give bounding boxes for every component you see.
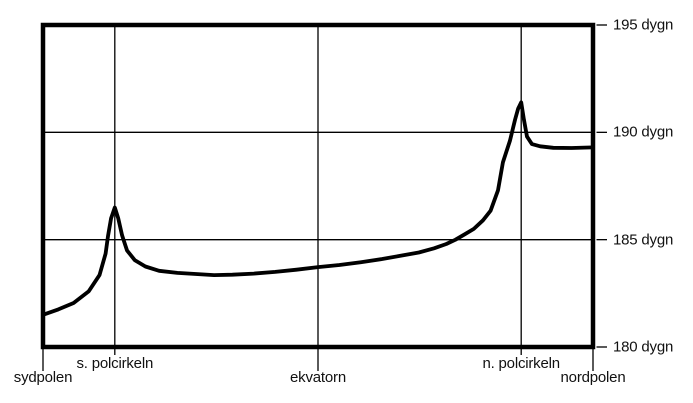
x-tick-label-sydpolen: sydpolen xyxy=(13,369,73,386)
x-tick-label-nordpolen: nordpolen xyxy=(560,369,626,386)
y-tick-label-185-dygn: 185 dygn xyxy=(613,231,674,249)
ticks-layer xyxy=(42,24,607,371)
y-tick-label-180-dygn: 180 dygn xyxy=(613,338,674,356)
curve-layer xyxy=(41,100,595,317)
x-tick-label-ekvatorn: ekvatorn xyxy=(290,369,346,386)
y-tick-label-190-dygn: 190 dygn xyxy=(613,123,674,141)
y-tick-label-195-dygn: 195 dygn xyxy=(613,16,674,34)
plot-border xyxy=(40,22,596,350)
x-tick-label-n-polcirkeln: n. polcirkeln xyxy=(482,355,560,372)
data-curve xyxy=(41,100,595,317)
gridlines-layer xyxy=(43,25,593,347)
x-tick-label-s-polcirkeln: s. polcirkeln xyxy=(76,355,154,372)
